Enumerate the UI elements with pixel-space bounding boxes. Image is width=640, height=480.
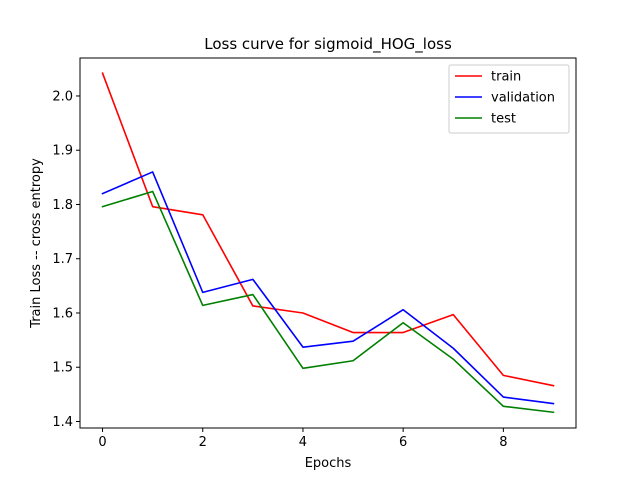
chart-title: Loss curve for sigmoid_HOG_loss: [204, 35, 452, 54]
series-line-validation: [101, 171, 555, 405]
legend-label-test: test: [491, 112, 516, 127]
x-tick-label: 0: [98, 435, 106, 450]
legend-box: [448, 64, 570, 134]
legend-label-train: train: [491, 70, 521, 85]
axes-frame: [79, 57, 577, 429]
y-tick-label: 1.8: [52, 198, 73, 213]
x-tick-label: 6: [399, 435, 407, 450]
series-line-test: [101, 190, 555, 414]
x-axis-title: Epochs: [305, 456, 352, 471]
y-tick-label: 1.9: [52, 144, 73, 159]
y-tick-label: 1.5: [52, 361, 73, 376]
y-axis-title: Train Loss -- cross entropy: [29, 158, 44, 329]
x-tick-label: 2: [199, 435, 207, 450]
x-tick-label: 8: [499, 435, 507, 450]
x-tick-label: 4: [299, 435, 307, 450]
legend-label-validation: validation: [491, 91, 555, 106]
y-tick-label: 1.4: [52, 415, 73, 430]
plot-area: 0 2 4 6 8 1.4 1.5 1.6 1.7 1.8 1.9 2.0 train validatio…: [52, 57, 577, 450]
y-tick-label: 2.0: [52, 89, 73, 104]
y-tick-label: 1.6: [52, 306, 73, 321]
y-tick-label: 1.7: [52, 252, 73, 267]
series-line-train: [101, 72, 555, 387]
